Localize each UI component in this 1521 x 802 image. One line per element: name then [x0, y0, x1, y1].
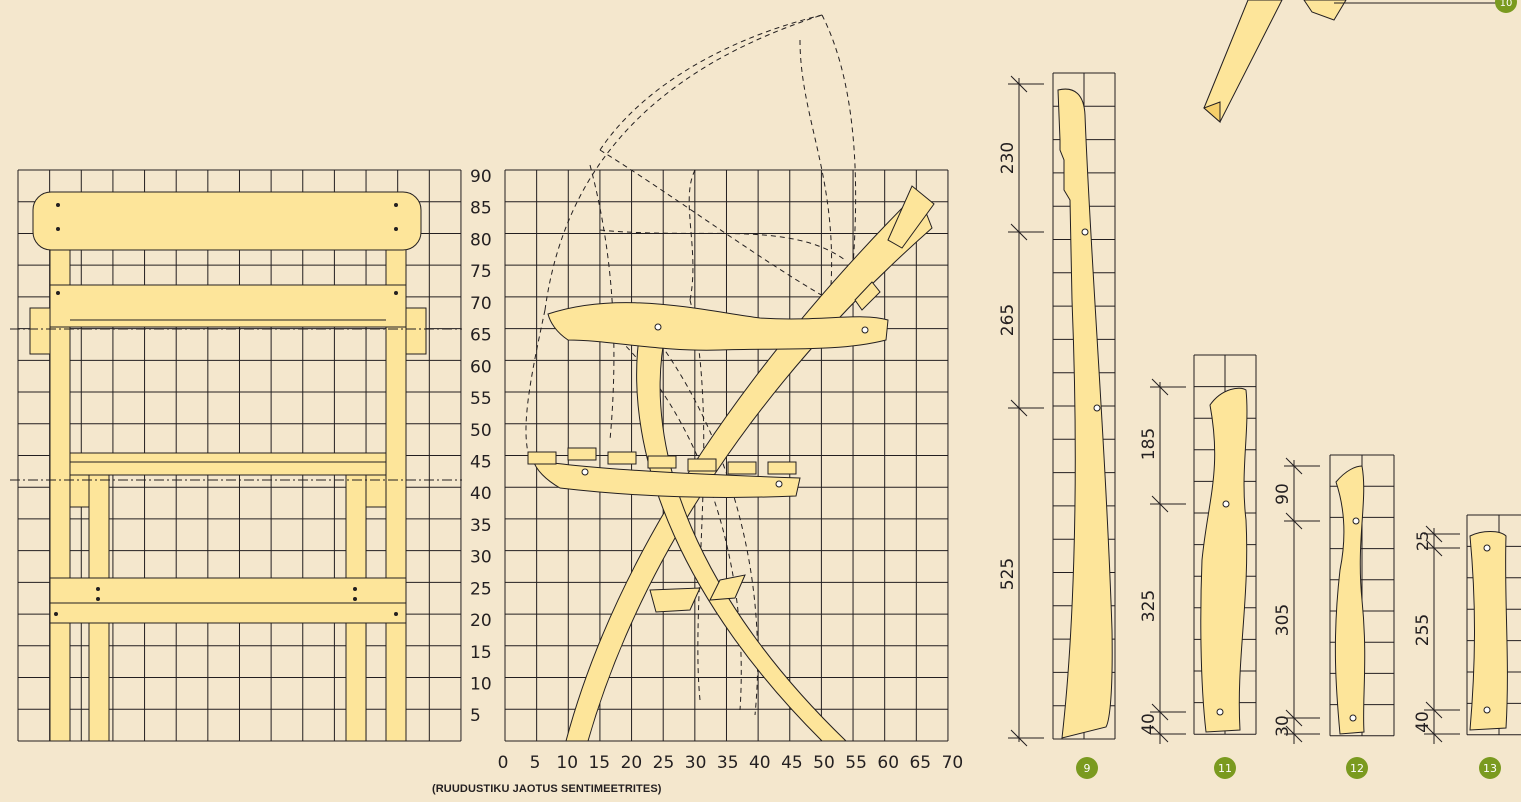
- lower-stretcher: [49, 577, 407, 624]
- part-13-profile: [1469, 531, 1508, 731]
- x-axis-labels: 0 5 10 15 20 25 30 35 40 45 50 55 60 65 70: [498, 753, 964, 773]
- x-axis-label: 5: [530, 753, 541, 773]
- y-axis-label: 5: [470, 706, 481, 726]
- x-axis-label: 20: [621, 753, 643, 773]
- svg-text:40: 40: [1413, 711, 1433, 733]
- svg-text:90: 90: [1273, 483, 1293, 505]
- part-12-profile: [1334, 465, 1366, 735]
- x-axis-label: 30: [685, 753, 707, 773]
- svg-text:325: 325: [1139, 590, 1159, 622]
- part-11-badge: 11: [1218, 762, 1232, 775]
- x-axis-label: 45: [781, 753, 803, 773]
- y-axis-label: 80: [470, 230, 492, 250]
- y-axis-label: 75: [470, 262, 492, 282]
- svg-text:40: 40: [1139, 713, 1159, 735]
- y-axis-label: 60: [470, 357, 492, 377]
- backrest-rail: [49, 284, 407, 328]
- side-view-chair: [525, 14, 935, 742]
- x-axis-label: 35: [717, 753, 739, 773]
- y-axis-label: 70: [470, 294, 492, 314]
- seat-rail: [69, 452, 387, 476]
- y-axis-labels: 90 85 80 75 70 65 60 55 50 45 40 35 30 25 20 15 10 5: [470, 167, 492, 726]
- x-axis-label: 60: [877, 753, 899, 773]
- part-12-badge: 12: [1350, 762, 1364, 775]
- y-axis-label: 10: [470, 675, 492, 695]
- y-axis-label: 25: [470, 579, 492, 599]
- svg-text:230: 230: [998, 142, 1018, 174]
- x-axis-label: 15: [588, 753, 610, 773]
- y-axis-label: 30: [470, 548, 492, 568]
- y-axis-label: 90: [470, 167, 492, 187]
- svg-text:30: 30: [1273, 715, 1293, 737]
- side-arm-rest: [547, 302, 889, 351]
- x-axis-label: 50: [813, 753, 835, 773]
- x-axis-label: 55: [845, 753, 867, 773]
- right-pivot-block: [405, 307, 427, 355]
- x-axis-label: 10: [556, 753, 578, 773]
- front-view-chair: [10, 191, 462, 742]
- y-axis-label: 15: [470, 643, 492, 663]
- x-axis-label: 65: [909, 753, 931, 773]
- grid-units-caption: (RUUDUSTIKU JAOTUS SENTIMEETRITES): [432, 783, 662, 795]
- svg-text:25: 25: [1413, 531, 1432, 551]
- x-axis-label: 70: [942, 753, 964, 773]
- left-seat-block: [69, 474, 90, 508]
- backrest-top: [32, 191, 422, 251]
- y-axis-label: 40: [470, 484, 492, 504]
- right-seat-block: [365, 474, 387, 508]
- svg-text:185: 185: [1139, 428, 1159, 460]
- x-axis-label: 0: [498, 753, 509, 773]
- part-13-drawing: 25 255 40 13: [1413, 514, 1521, 779]
- y-axis-label: 20: [470, 611, 492, 631]
- corner-badge: 10: [1495, 0, 1517, 13]
- part-9-drawing: 230 265 525 9: [998, 72, 1116, 779]
- side-rear-leg: [565, 191, 933, 742]
- part-13-badge: 13: [1483, 762, 1497, 775]
- left-pivot-block: [29, 307, 51, 355]
- x-axis-label: 40: [749, 753, 771, 773]
- side-back-block: [887, 185, 935, 249]
- y-axis-label: 65: [470, 326, 492, 346]
- y-axis-label: 45: [470, 452, 492, 472]
- svg-text:10: 10: [1500, 0, 1513, 9]
- part-12-drawing: 90 305 30 12: [1273, 454, 1395, 779]
- svg-text:305: 305: [1273, 604, 1293, 636]
- x-axis-label: 25: [653, 753, 675, 773]
- side-seat: [532, 459, 801, 498]
- part-11-profile: [1200, 387, 1248, 733]
- svg-text:255: 255: [1413, 614, 1433, 646]
- part-9-profile: [1057, 88, 1113, 739]
- y-axis-label: 50: [470, 421, 492, 441]
- y-axis-label: 85: [470, 199, 492, 219]
- part-11-drawing: 185 325 40 11: [1139, 354, 1257, 779]
- partial-detail-top-right: [1203, 0, 1498, 124]
- svg-text:525: 525: [998, 558, 1018, 590]
- seat-slats: [527, 447, 797, 475]
- svg-text:265: 265: [998, 304, 1018, 336]
- part-9-badge: 9: [1084, 762, 1091, 775]
- y-axis-label: 35: [470, 516, 492, 536]
- y-axis-label: 55: [470, 389, 492, 409]
